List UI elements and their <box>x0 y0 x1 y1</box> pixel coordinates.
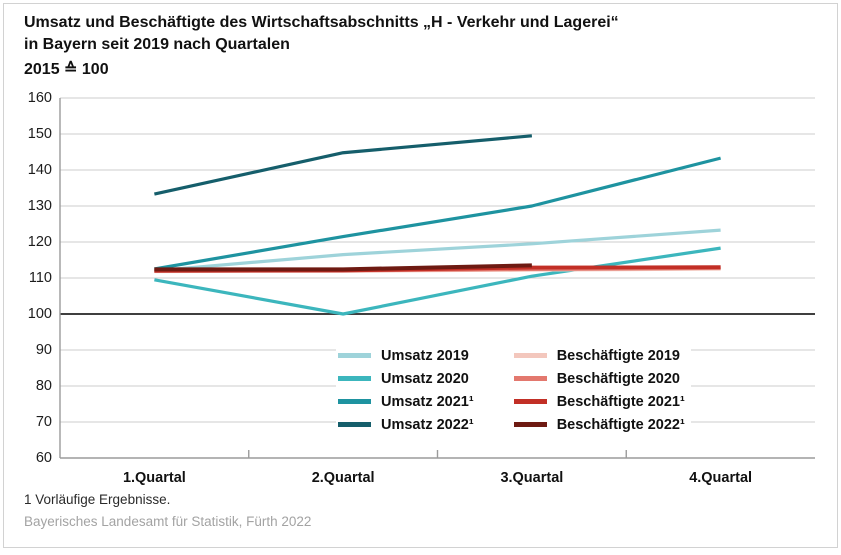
legend-item: Umsatz 2019 <box>338 348 474 364</box>
legend-label: Umsatz 2021¹ <box>381 393 474 410</box>
source-attribution: Bayerisches Landesamt für Statistik, Für… <box>24 514 312 529</box>
legend-label: Umsatz 2022¹ <box>381 416 474 433</box>
legend-swatch <box>338 422 371 427</box>
legend-swatch <box>513 422 547 427</box>
chart-title-line1: Umsatz und Beschäftigte des Wirtschaftsa… <box>24 14 619 31</box>
legend-item: Beschäftigte 2019 <box>513 347 685 364</box>
legend-label: Umsatz 2020 <box>381 370 469 387</box>
x-axis-category-label: 1.Quartal <box>122 470 186 486</box>
legend-item: Umsatz 2021¹ <box>338 394 474 410</box>
chart-index-subtitle: 2015 ≙ 100 <box>24 61 109 78</box>
legend-swatch <box>338 399 371 404</box>
legend-item: Beschäftigte 2020 <box>513 370 685 387</box>
legend-item: Beschäftigte 2022¹ <box>513 416 685 433</box>
legend-swatch <box>338 353 371 358</box>
legend-swatch <box>513 399 547 404</box>
y-axis-tick-label: 160 <box>27 90 52 106</box>
legend-label: Beschäftigte 2019 <box>556 347 680 364</box>
legend-swatch <box>513 376 547 381</box>
y-axis-tick-label: 150 <box>27 126 52 142</box>
x-axis-category-label: 4.Quartal <box>689 470 753 486</box>
y-axis-tick-label: 140 <box>27 162 52 178</box>
series-line-besch-ftigte-2022- <box>154 263 532 272</box>
legend-label: Umsatz 2019 <box>381 347 469 364</box>
legend-item: Umsatz 2020 <box>338 371 474 387</box>
series-line-umsatz-2020 <box>154 246 721 316</box>
y-axis-tick-label: 120 <box>27 234 52 250</box>
legend-item: Beschäftigte 2021¹ <box>513 393 685 410</box>
legend-label: Beschäftigte 2021¹ <box>556 393 685 410</box>
y-axis-tick-label: 100 <box>27 306 52 322</box>
y-axis-tick-label: 130 <box>27 198 52 214</box>
legend-swatch <box>513 353 547 358</box>
y-axis-tick-label: 90 <box>35 342 52 358</box>
legend-swatch <box>338 376 371 381</box>
y-axis-tick-label: 80 <box>35 378 52 394</box>
series-line-umsatz-2021- <box>154 156 722 271</box>
series-line-umsatz-2019 <box>154 228 721 273</box>
chart-title-line2: in Bayern seit 2019 nach Quartalen <box>24 36 290 53</box>
y-axis-tick-label: 110 <box>28 270 52 286</box>
footnote-preliminary-results: 1 Vorläufige Ergebnisse. <box>24 492 171 507</box>
legend-label: Beschäftigte 2022¹ <box>556 416 685 433</box>
legend-item: Umsatz 2022¹ <box>338 417 474 433</box>
chart-header: Umsatz und Beschäftigte des Wirtschaftsa… <box>24 12 619 81</box>
y-axis-tick-label: 60 <box>35 450 52 466</box>
legend-label: Beschäftigte 2020 <box>556 370 680 387</box>
chart-legend: Umsatz 2019 Umsatz 2020 Umsatz 2021¹ Umsatz… <box>336 342 691 438</box>
x-axis-category-label: 2.Quartal <box>311 470 375 486</box>
series-line-umsatz-2022- <box>154 134 533 196</box>
x-axis-category-label: 3.Quartal <box>500 470 564 486</box>
y-axis-tick-label: 70 <box>35 414 52 430</box>
